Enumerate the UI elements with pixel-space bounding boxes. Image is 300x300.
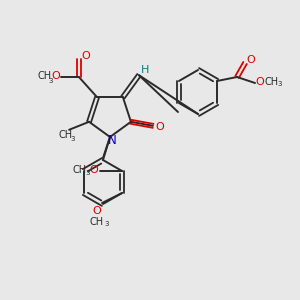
Text: CH: CH	[58, 130, 72, 140]
Text: CH: CH	[265, 77, 279, 87]
Text: O: O	[155, 122, 164, 132]
Text: O: O	[256, 77, 264, 87]
Text: 3: 3	[86, 170, 90, 176]
Text: CH: CH	[90, 217, 104, 227]
Text: 3: 3	[278, 81, 282, 87]
Text: O: O	[82, 51, 90, 61]
Text: O: O	[90, 165, 98, 175]
Text: N: N	[108, 134, 116, 146]
Text: O: O	[247, 55, 255, 65]
Text: 3: 3	[105, 221, 109, 227]
Text: H: H	[141, 65, 149, 75]
Text: CH: CH	[37, 71, 51, 81]
Text: O: O	[52, 71, 60, 81]
Text: CH: CH	[73, 165, 87, 175]
Text: 3: 3	[49, 78, 53, 84]
Text: O: O	[93, 206, 101, 216]
Text: 3: 3	[71, 136, 75, 142]
